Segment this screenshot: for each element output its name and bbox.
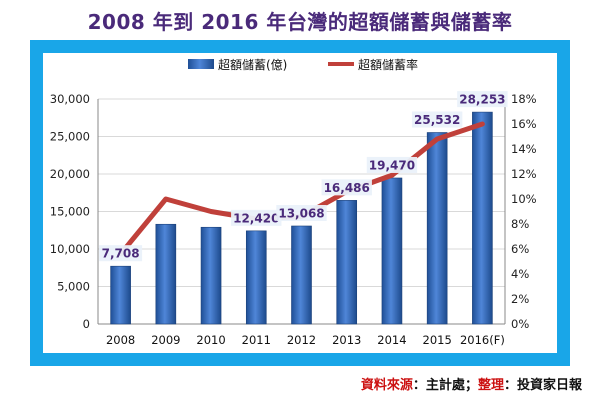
- chart-svg: 0 5,000 10,000 15,000 20,000 25,000 30,000 0% 2%…: [50, 57, 537, 347]
- legend-bar-swatch: [188, 59, 214, 69]
- data-label-background: [231, 209, 282, 226]
- source-value: 主計處: [425, 378, 465, 393]
- bar: [426, 132, 448, 325]
- legend-bar-label: 超額儲蓄(億): [218, 57, 287, 72]
- y-right-tick-label: 14%: [511, 142, 537, 156]
- bar: [472, 111, 493, 325]
- y-left-tick-label: 0: [83, 317, 90, 331]
- line-point: [436, 138, 438, 140]
- y-left-tick-label: 10,000: [50, 242, 90, 256]
- bar: [110, 265, 131, 325]
- compiler-label: 整理: [477, 378, 504, 393]
- bar-data-label: 19,470: [369, 158, 415, 172]
- y-right-tick-label: 18%: [511, 92, 537, 106]
- bar-data-label: 12,420: [233, 211, 279, 225]
- y-right-tick-label: 16%: [511, 117, 537, 131]
- bar: [245, 230, 267, 325]
- data-label-background: [411, 111, 463, 128]
- y-right-tick-label: 10%: [511, 192, 537, 206]
- bar: [155, 223, 177, 325]
- compiler-value: 投資家日報: [516, 378, 582, 393]
- legend-line-label: 超額儲蓄率: [358, 57, 418, 72]
- y-left-tick-label: 15,000: [50, 205, 90, 219]
- bar: [336, 200, 358, 325]
- x-tick-label: 2013: [332, 333, 361, 347]
- source-label: 資料來源: [360, 378, 413, 393]
- compiler-separator: ：: [503, 378, 517, 393]
- data-label-background: [457, 91, 508, 108]
- x-tick-label: 2016(F): [460, 333, 505, 347]
- x-tick-label: 2009: [151, 333, 180, 347]
- x-tick-label: 2014: [377, 333, 406, 347]
- bar-data-label: 28,253: [459, 93, 505, 107]
- data-label-background: [366, 156, 418, 173]
- x-tick-label: 2011: [242, 333, 271, 347]
- line-point: [391, 174, 393, 176]
- y-right-tick-label: 12%: [511, 167, 537, 181]
- y-left-tick-label: 5,000: [57, 280, 90, 294]
- y-left-tick-label: 20,000: [50, 167, 90, 181]
- y-left-tick-label: 30,000: [50, 92, 90, 106]
- bar-data-label: 25,532: [414, 113, 460, 127]
- bar-data-label: 16,486: [324, 181, 370, 195]
- x-tick-label: 2012: [287, 333, 316, 347]
- bar-data-label: 7,708: [102, 247, 140, 261]
- bar: [291, 225, 312, 325]
- y-left-tick-label: 25,000: [50, 130, 90, 144]
- source-note: 資料來源：主計處；整理：投資家日報: [361, 374, 582, 393]
- y-right-tick-label: 8%: [511, 217, 529, 231]
- bar: [200, 226, 222, 325]
- source-separator: ：: [412, 378, 426, 393]
- bar: [381, 177, 403, 325]
- data-label-background: [321, 179, 372, 196]
- data-label-background: [99, 245, 143, 262]
- source-semicolon: ；: [464, 378, 478, 393]
- page-title: 2008 年到 2016 年台灣的超額儲蓄與儲蓄率: [87, 10, 513, 34]
- bar-data-label: 13,068: [278, 206, 324, 220]
- y-right-tick-label: 2%: [511, 292, 529, 306]
- x-tick-label: 2010: [196, 333, 225, 347]
- line-point: [210, 211, 212, 212]
- y-right-tick-label: 4%: [511, 267, 529, 281]
- x-tick-label: 2015: [423, 333, 452, 347]
- data-label-background: [276, 204, 327, 221]
- y-right-tick-label: 0%: [511, 317, 529, 331]
- y-right-tick-label: 6%: [511, 242, 529, 256]
- line-point: [165, 198, 167, 200]
- x-tick-label: 2008: [106, 333, 135, 347]
- line-point: [481, 123, 483, 125]
- chart-frame: 0 5,000 10,000 15,000 20,000 25,000 30,000 0% 2%…: [30, 40, 570, 366]
